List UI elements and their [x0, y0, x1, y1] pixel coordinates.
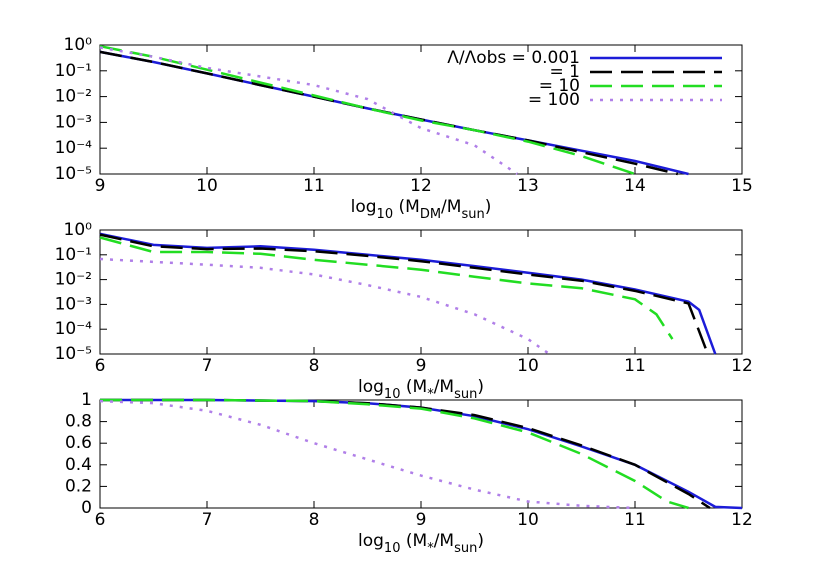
legend-label: = 1 — [550, 62, 580, 82]
legend-label: = 100 — [528, 90, 580, 110]
x-tick-label: 10 — [517, 356, 539, 376]
y-tick-label: 1 — [81, 390, 92, 410]
x-axis-label-part: log — [358, 531, 384, 551]
y-tick-label: 0.2 — [65, 476, 92, 496]
x-tick-label: 11 — [624, 510, 646, 530]
x-tick-label: 7 — [202, 356, 213, 376]
legend-label: Λ/Λobs = 0.001 — [447, 48, 580, 68]
x-axis-label-part: * — [427, 387, 434, 402]
x-axis-label-part: sun — [461, 207, 484, 222]
x-axis-label-part: /M — [434, 377, 454, 397]
series-line — [99, 236, 674, 340]
x-tick-label: 14 — [624, 176, 646, 196]
y-tick-label: 10⁻¹ — [55, 61, 92, 81]
series-line — [99, 50, 679, 176]
series-line — [99, 232, 717, 355]
y-tick-label: 10⁻² — [55, 87, 92, 107]
y-tick-label: 10⁰ — [64, 220, 93, 240]
x-axis-label-part: 10 — [377, 207, 394, 222]
x-axis-label-part: ) — [477, 531, 484, 551]
x-tick-label: 7 — [202, 510, 213, 530]
x-tick-label: 12 — [731, 356, 753, 376]
legend-label: = 10 — [539, 76, 580, 96]
x-tick-label: 11 — [303, 176, 325, 196]
x-axis-label-part: /M — [441, 197, 461, 217]
series-line — [100, 398, 689, 510]
y-tick-label: 10⁻³ — [55, 294, 92, 314]
x-axis-label-part: ) — [477, 377, 484, 397]
y-tick-label: 10⁰ — [64, 35, 93, 55]
y-tick-label: 0.6 — [65, 433, 92, 453]
x-axis-label-part: log — [358, 377, 384, 397]
x-tick-label: 12 — [410, 176, 432, 196]
series-line — [99, 233, 709, 355]
x-tick-label: 10 — [517, 510, 539, 530]
y-tick-label: 10⁻⁴ — [55, 319, 93, 339]
x-tick-label: 8 — [309, 356, 320, 376]
y-tick-label: 0 — [81, 498, 92, 518]
x-axis-label: log10 (M*/Msun) — [358, 377, 484, 402]
x-tick-label: 13 — [517, 176, 539, 196]
x-axis-label-part: (M — [400, 531, 427, 551]
series-line — [100, 398, 711, 510]
x-tick-label: 11 — [624, 356, 646, 376]
y-tick-label: 10⁻⁵ — [55, 344, 92, 364]
x-tick-label: 9 — [416, 510, 427, 530]
x-tick-label: 6 — [95, 356, 106, 376]
x-axis-label-part: /M — [434, 531, 454, 551]
x-axis-label: log10 (M*/Msun) — [358, 531, 484, 556]
x-axis-label-part: log — [351, 197, 377, 217]
y-tick-label: 10⁻³ — [55, 112, 92, 132]
x-axis-label-part: 10 — [384, 541, 401, 556]
x-tick-label: 8 — [309, 510, 320, 530]
x-tick-label: 6 — [95, 510, 106, 530]
x-axis-label-part: DM — [420, 207, 441, 222]
y-tick-label: 0.4 — [65, 455, 92, 475]
plot-area — [99, 44, 743, 175]
x-axis-label-part: ) — [485, 197, 492, 217]
x-tick-label: 12 — [731, 510, 753, 530]
x-axis-label-part: * — [427, 541, 434, 556]
y-tick-label: 10⁻⁵ — [55, 164, 92, 184]
series-line — [99, 46, 518, 176]
x-axis-label: log10 (MDM/Msun) — [351, 197, 492, 222]
x-tick-label: 15 — [731, 176, 753, 196]
plot-area — [99, 399, 743, 509]
x-axis-label-part: sun — [454, 541, 477, 556]
y-tick-label: 10⁻⁴ — [55, 138, 93, 158]
x-axis-label-part: (M — [393, 197, 420, 217]
x-axis-label-part: 10 — [384, 387, 401, 402]
x-axis-label-part: (M — [400, 377, 427, 397]
x-tick-label: 9 — [95, 176, 106, 196]
y-tick-label: 0.8 — [65, 412, 92, 432]
x-tick-label: 9 — [416, 356, 427, 376]
x-axis-label-part: sun — [454, 387, 477, 402]
y-tick-label: 10⁻² — [55, 270, 92, 290]
y-tick-label: 10⁻¹ — [55, 245, 92, 265]
x-tick-label: 10 — [196, 176, 218, 196]
